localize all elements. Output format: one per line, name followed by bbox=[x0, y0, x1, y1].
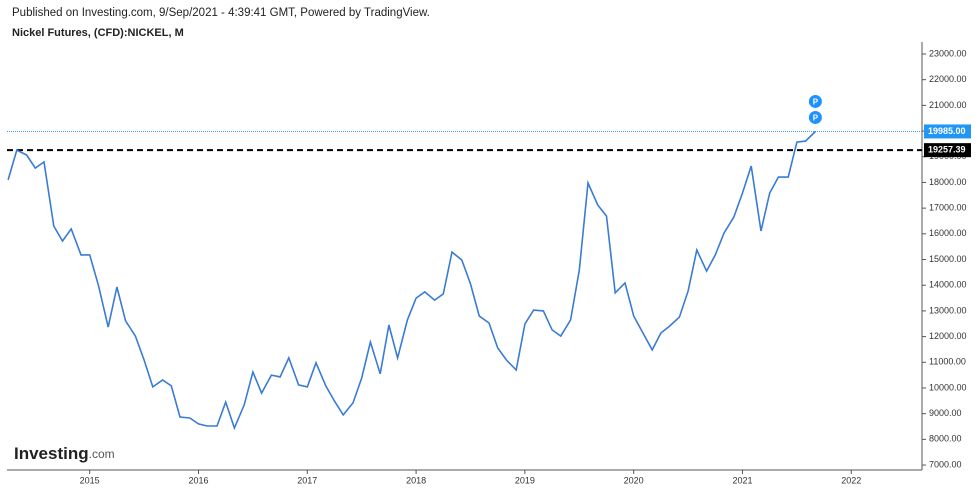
x-tick-label: 2016 bbox=[188, 475, 208, 485]
y-tick-label: 21000.00 bbox=[929, 100, 967, 110]
y-tick-label: 22000.00 bbox=[929, 74, 967, 84]
y-tick-label: 23000.00 bbox=[929, 48, 967, 58]
x-tick-label: 2018 bbox=[406, 475, 426, 485]
x-tick-label: 2021 bbox=[732, 475, 752, 485]
price-label: 19985.00 bbox=[928, 126, 966, 136]
x-tick-label: 2020 bbox=[624, 475, 644, 485]
marker-label: P bbox=[813, 98, 819, 107]
y-tick-label: 13000.00 bbox=[929, 305, 967, 315]
y-tick-label: 12000.00 bbox=[929, 331, 967, 341]
logo-suffix: .com bbox=[89, 447, 115, 461]
marker-circle bbox=[808, 110, 822, 124]
y-tick-label: 16000.00 bbox=[929, 228, 967, 238]
price-label-bg bbox=[924, 143, 971, 158]
y-tick-label: 14000.00 bbox=[929, 280, 967, 290]
x-tick-label: 2022 bbox=[841, 475, 861, 485]
marker-circle bbox=[808, 94, 822, 108]
chart-title: Nickel Futures, (CFD):NICKEL, M bbox=[12, 27, 184, 39]
y-tick-label: 18000.00 bbox=[929, 177, 967, 187]
published-note: Published on Investing.com, 9/Sep/2021 -… bbox=[12, 7, 430, 19]
marker-label: P bbox=[813, 114, 819, 123]
x-tick-label: 2015 bbox=[80, 475, 100, 485]
y-tick-label: 9000.00 bbox=[929, 408, 962, 418]
price-label: 19257.39 bbox=[928, 145, 966, 155]
logo: Investing.com bbox=[14, 444, 115, 463]
y-tick-label: 15000.00 bbox=[929, 254, 967, 264]
y-tick-label: 8000.00 bbox=[929, 434, 962, 444]
logo-main: Investing bbox=[14, 444, 89, 463]
price-label-bg bbox=[924, 124, 971, 139]
x-tick-label: 2017 bbox=[297, 475, 317, 485]
price-line bbox=[7, 130, 816, 431]
y-tick-label: 17000.00 bbox=[929, 203, 967, 213]
y-tick-label: 7000.00 bbox=[929, 459, 962, 469]
x-tick-label: 2019 bbox=[515, 475, 535, 485]
y-tick-label: 11000.00 bbox=[929, 357, 966, 367]
y-tick-label: 10000.00 bbox=[929, 382, 967, 392]
